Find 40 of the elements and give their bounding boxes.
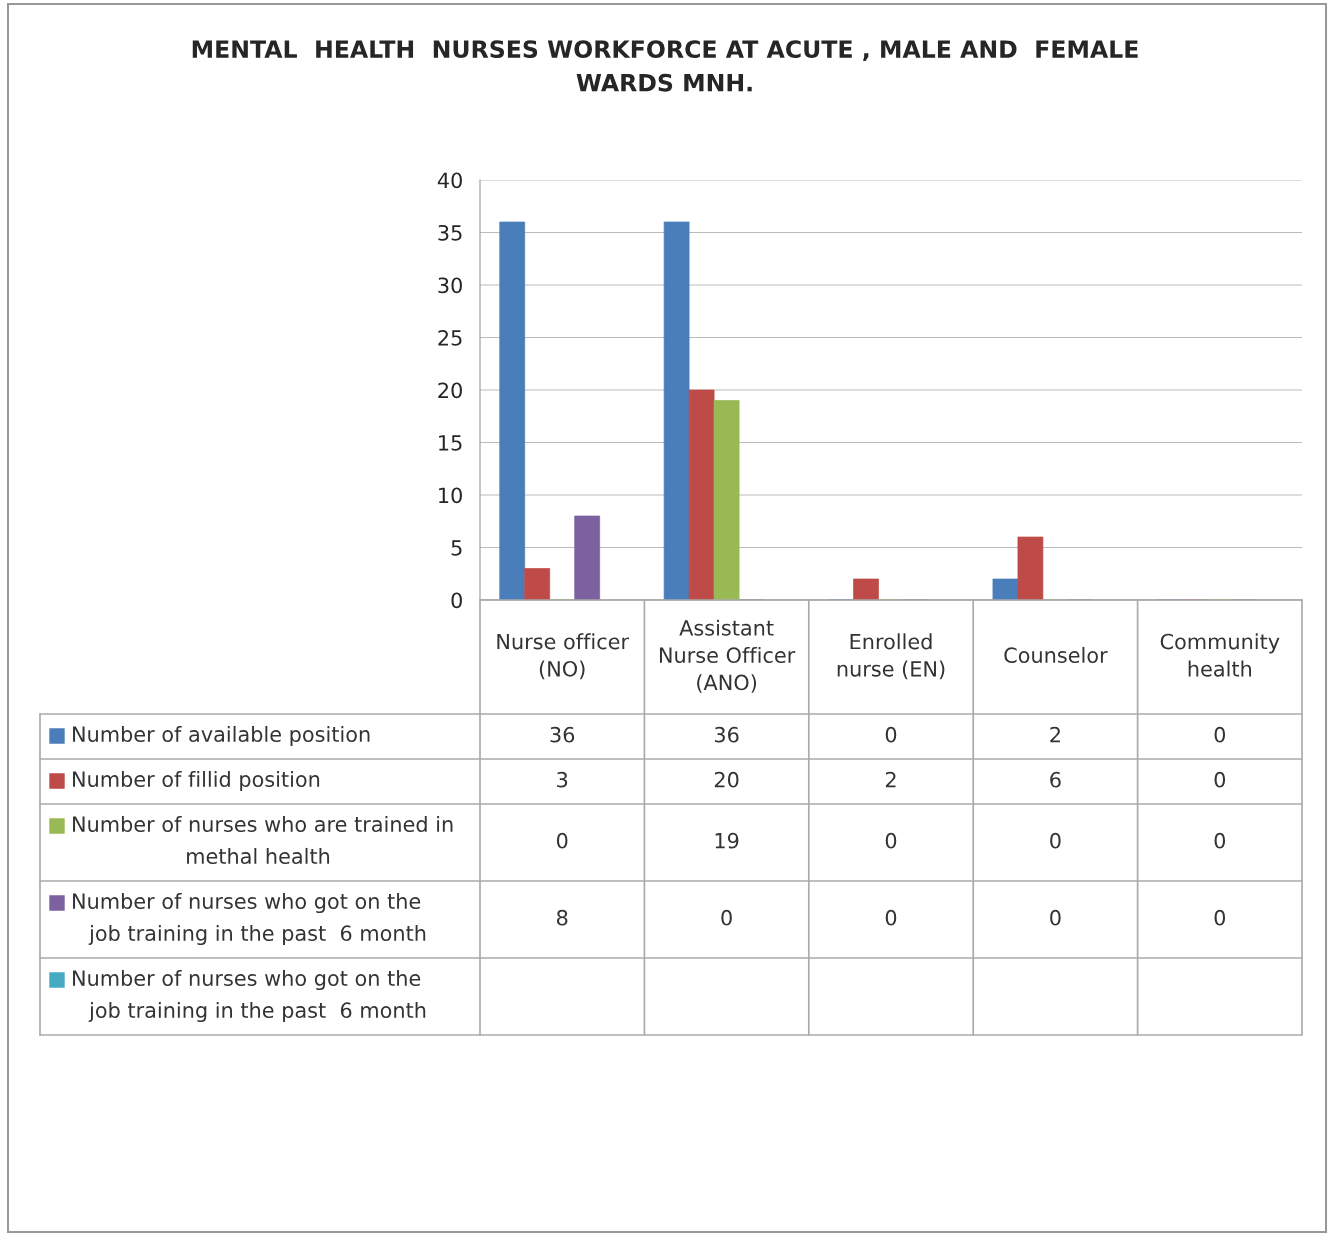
- data-label: 36: [714, 726, 739, 743]
- data-label: 36: [550, 726, 575, 743]
- y-tick-label: 35: [438, 224, 462, 241]
- y-tick-label: 5: [451, 540, 462, 556]
- data-label: 8: [556, 909, 568, 926]
- y-tick-label: 40: [437, 172, 462, 189]
- y-tick-label: 30: [438, 277, 462, 294]
- legend-label: Number of fillid position: [73, 770, 320, 792]
- data-label: 3: [557, 771, 568, 788]
- y-tick-label: 20: [438, 382, 462, 399]
- x-tick-label: Enrolled nurse (EN): [837, 633, 945, 680]
- y-tick-label: 25: [438, 329, 462, 346]
- legend-label: Number of nurses who are trained in methal health: [73, 815, 453, 865]
- data-label: 2: [885, 771, 896, 788]
- data-label: 0: [1050, 832, 1061, 849]
- data-label: 19: [715, 832, 739, 849]
- x-tick-label: Community health: [1160, 633, 1280, 677]
- x-tick-label: Counselor: [1004, 646, 1108, 664]
- data-label: 0: [885, 909, 897, 926]
- data-label: 20: [714, 771, 739, 788]
- data-label: 0: [1214, 726, 1226, 743]
- data-label: 0: [1214, 771, 1226, 788]
- data-label: 0: [556, 832, 568, 849]
- y-tick-label: 15: [439, 435, 462, 451]
- x-tick-label: Assistant Nurse Officer (ANO): [659, 619, 796, 693]
- y-tick-label: 0: [451, 592, 462, 609]
- data-label: 2: [1050, 726, 1060, 743]
- data-label: 0: [721, 909, 732, 926]
- data-label: 0: [1214, 909, 1226, 926]
- data-label: 0: [1050, 909, 1061, 926]
- chart-title: MENTAL HEALTH NURSES WORKFORCE AT ACUTE , MALE AND FEMALE WARDS MNH.: [192, 40, 1138, 92]
- legend-label: Number of available position: [73, 725, 370, 747]
- data-label: 6: [1050, 771, 1061, 788]
- legend-label: Number of nurses who got on the job training in the past 6 month: [73, 969, 426, 1023]
- data-label: 0: [885, 832, 897, 849]
- x-tick-label: Nurse officer (NO): [497, 633, 630, 680]
- legend-label: Number of nurses who got on the job training in the past 6 month: [73, 892, 426, 946]
- data-label: 0: [885, 726, 897, 743]
- y-tick-label: 10: [439, 487, 462, 504]
- data-label: 0: [1214, 832, 1226, 849]
